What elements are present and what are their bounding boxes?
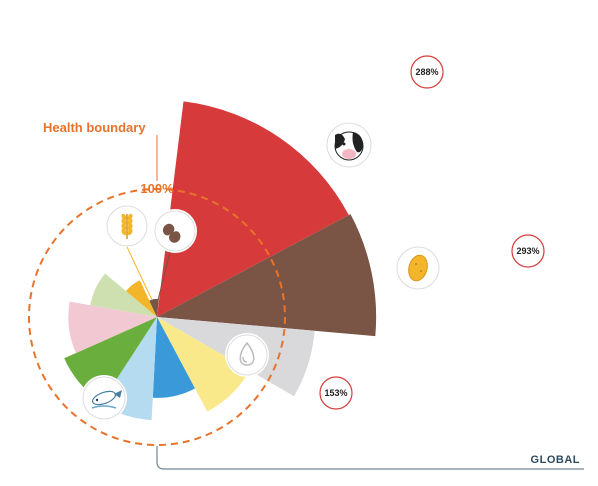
wheat-grain — [127, 228, 133, 236]
potato-eye — [415, 263, 417, 265]
value-labels-group: 288% 293% 153% — [319, 55, 545, 410]
wheat-grain — [121, 213, 127, 221]
sector-sugars — [90, 273, 157, 317]
value-label-badge: 153% — [319, 376, 353, 410]
peanut-leader — [157, 251, 171, 301]
value-label-circle — [319, 376, 353, 410]
wheat-grain — [127, 223, 133, 231]
fish-icon — [81, 375, 127, 421]
boundary-value-label: 100% — [140, 181, 174, 196]
health-boundary-label: Health boundary — [43, 120, 146, 135]
wheat-leader — [126, 246, 153, 301]
region-bracket-line — [156, 446, 584, 470]
sector-vegetables — [64, 317, 157, 403]
wheat-grain — [121, 218, 127, 226]
sector-eggs — [68, 301, 157, 354]
wheat-icon — [105, 204, 149, 248]
fish-eye — [95, 398, 99, 402]
value-label-text: 288% — [415, 67, 438, 77]
sector-legumes-and-nuts — [149, 298, 159, 317]
value-label-badge: 293% — [511, 234, 545, 268]
value-label-circle — [410, 55, 444, 89]
wheat-grain — [121, 223, 127, 231]
milk-drop-shine — [242, 356, 248, 363]
peanut-icon — [153, 209, 197, 253]
wheat-grain — [127, 218, 133, 226]
boundary-group: Health boundary 100% — [28, 120, 286, 446]
cow-eye — [342, 142, 346, 146]
potato-shape — [408, 254, 428, 282]
region-label: GLOBAL — [531, 454, 580, 466]
sector-starchy-vegetables — [157, 214, 377, 337]
value-label-circle — [511, 234, 545, 268]
sector-whole-grains — [126, 280, 157, 317]
cow-patch-right — [352, 132, 363, 153]
sector-fruits — [157, 317, 250, 412]
potato-eye — [420, 270, 422, 272]
sector-poultry — [152, 317, 195, 398]
icons-group — [81, 121, 441, 421]
health-boundary-circle — [28, 188, 286, 446]
value-label-text: 293% — [516, 246, 539, 256]
cow-icon — [325, 121, 373, 169]
peanut-shape — [162, 223, 181, 243]
potato-icon — [395, 245, 441, 291]
value-label-text: 153% — [324, 388, 347, 398]
sector-red-meat — [157, 101, 349, 318]
region-axis: GLOBAL — [156, 446, 584, 470]
cow-nose — [342, 149, 356, 159]
fish-water — [91, 405, 117, 409]
cow-patch-left — [335, 133, 345, 149]
wheat-grain — [121, 228, 127, 236]
fish-tail — [114, 390, 122, 398]
milk-drop-icon — [225, 333, 269, 377]
icon-disc — [154, 210, 196, 252]
value-label-badge: 288% — [410, 55, 444, 89]
wheat-grain — [127, 213, 133, 221]
sectors-group — [64, 101, 377, 421]
